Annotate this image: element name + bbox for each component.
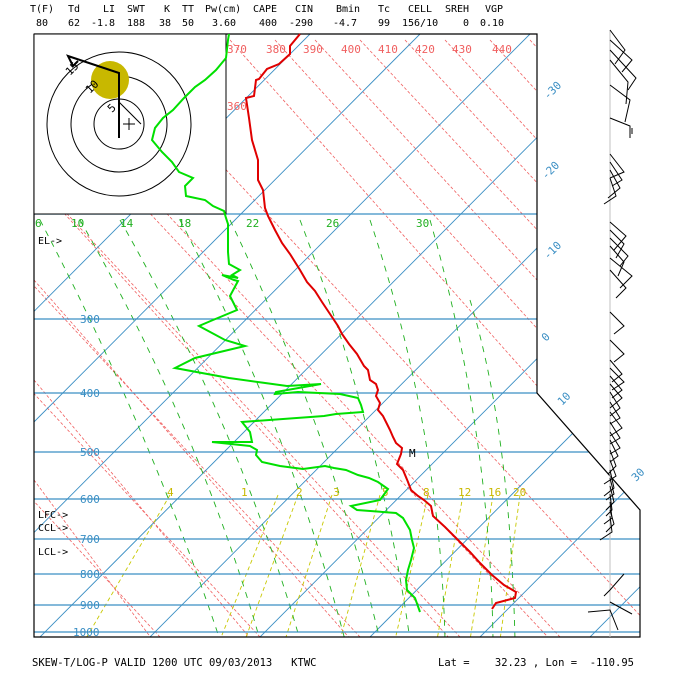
value-cape: 400: [259, 18, 278, 29]
ccl-label: CCL->: [38, 523, 69, 534]
svg-text:30: 30: [416, 217, 429, 230]
lcl-label: LCL->: [38, 547, 69, 558]
adiabat-labels: 6 10 14 18 22 26 30: [35, 217, 429, 230]
mixing-ratio-lines: [84, 494, 521, 637]
label-bmin: Bmin: [336, 4, 361, 15]
wind-barbs: [587, 29, 637, 637]
svg-text:600: 600: [80, 493, 100, 506]
moist-adiabats: [39, 219, 516, 637]
lfc-label: LFC->: [38, 510, 69, 521]
temperature-trace: [244, 33, 518, 610]
svg-text:380: 380: [266, 43, 286, 56]
svg-text:26: 26: [326, 217, 339, 230]
value-temp-f: 80: [36, 18, 49, 29]
svg-text:420: 420: [415, 43, 435, 56]
label-li: LI: [103, 4, 116, 15]
value-swt: 188: [127, 18, 146, 29]
svg-text:-10: -10: [541, 239, 564, 262]
svg-text:14: 14: [120, 217, 134, 230]
label-swt: SWT: [127, 4, 146, 15]
svg-text:-20: -20: [539, 159, 562, 182]
label-temp-f: T(F): [30, 4, 55, 15]
chart-title: SKEW-T/LOG-P VALID 1200 UTC 09/03/2013 K…: [32, 657, 317, 669]
label-sreh: SREH: [445, 4, 470, 15]
pressure-labels: 300 400 500 600 700 800 900 1000: [73, 313, 100, 639]
label-tt: TT: [182, 4, 195, 15]
value-li: -1.8: [91, 18, 116, 29]
theta-labels: 370 380 390 400 410 420 430 440 360: [227, 43, 512, 113]
svg-text:800: 800: [80, 568, 100, 581]
svg-text:10: 10: [71, 217, 84, 230]
value-vgp: 0.10: [480, 18, 505, 29]
value-cell: 156/10: [402, 18, 439, 29]
value-k: 38: [159, 18, 172, 29]
svg-text:0: 0: [539, 330, 553, 344]
svg-text:30: 30: [629, 466, 648, 485]
svg-text:16: 16: [488, 486, 501, 499]
label-cell: CELL: [408, 4, 433, 15]
plot-border: [33, 33, 641, 638]
dewpoint-trace: [150, 33, 421, 613]
svg-text:400: 400: [341, 43, 361, 56]
svg-text:8: 8: [423, 486, 430, 499]
hodograph: 5 10 15: [33, 33, 227, 215]
svg-text:390: 390: [303, 43, 323, 56]
svg-text:2: 2: [296, 486, 303, 499]
svg-text:1: 1: [241, 486, 248, 499]
el-label: EL->: [38, 236, 63, 247]
svg-text:700: 700: [80, 533, 100, 546]
svg-text:1000: 1000: [73, 626, 100, 639]
value-cin: -290: [289, 18, 314, 29]
station-coordinates: Lat = 32.23 , Lon = -110.95: [438, 657, 634, 669]
svg-text:4: 4: [167, 486, 174, 499]
value-sreh: 0: [463, 18, 470, 29]
svg-text:18: 18: [178, 217, 191, 230]
value-tc: 99: [378, 18, 391, 29]
label-cape: CAPE: [253, 4, 278, 15]
label-tc: Tc: [378, 4, 391, 15]
svg-text:900: 900: [80, 599, 100, 612]
svg-text:370: 370: [227, 43, 247, 56]
svg-text:22: 22: [246, 217, 259, 230]
stats-header: T(F) 80 Td 62 LI -1.8 SWT 188 K 38 TT 50…: [0, 4, 680, 34]
hodograph-trace: [66, 54, 120, 138]
svg-text:10: 10: [555, 390, 574, 409]
svg-text:6: 6: [35, 217, 42, 230]
svg-text:3: 3: [333, 486, 340, 499]
isotherm-labels: -30 -20 -10 0 10 30: [539, 79, 648, 484]
svg-text:12: 12: [458, 486, 471, 499]
storm-motion-marker: [91, 61, 129, 99]
value-tt: 50: [182, 18, 195, 29]
label-k: K: [164, 4, 171, 15]
value-pw: 3.60: [212, 18, 237, 29]
svg-text:410: 410: [378, 43, 398, 56]
label-vgp: VGP: [485, 4, 504, 15]
svg-text:360: 360: [227, 100, 247, 113]
value-td: 62: [68, 18, 81, 29]
label-cin: CIN: [295, 4, 314, 15]
label-pw: Pw(cm): [205, 4, 242, 15]
svg-text:300: 300: [80, 313, 100, 326]
svg-text:20: 20: [513, 486, 526, 499]
svg-text:440: 440: [492, 43, 512, 56]
svg-text:500: 500: [80, 446, 100, 459]
svg-text:430: 430: [452, 43, 472, 56]
m-marker: M: [409, 447, 416, 460]
value-bmin: -4.7: [333, 18, 358, 29]
svg-text:400: 400: [80, 387, 100, 400]
label-td: Td: [68, 4, 81, 15]
svg-text:-30: -30: [541, 79, 564, 102]
